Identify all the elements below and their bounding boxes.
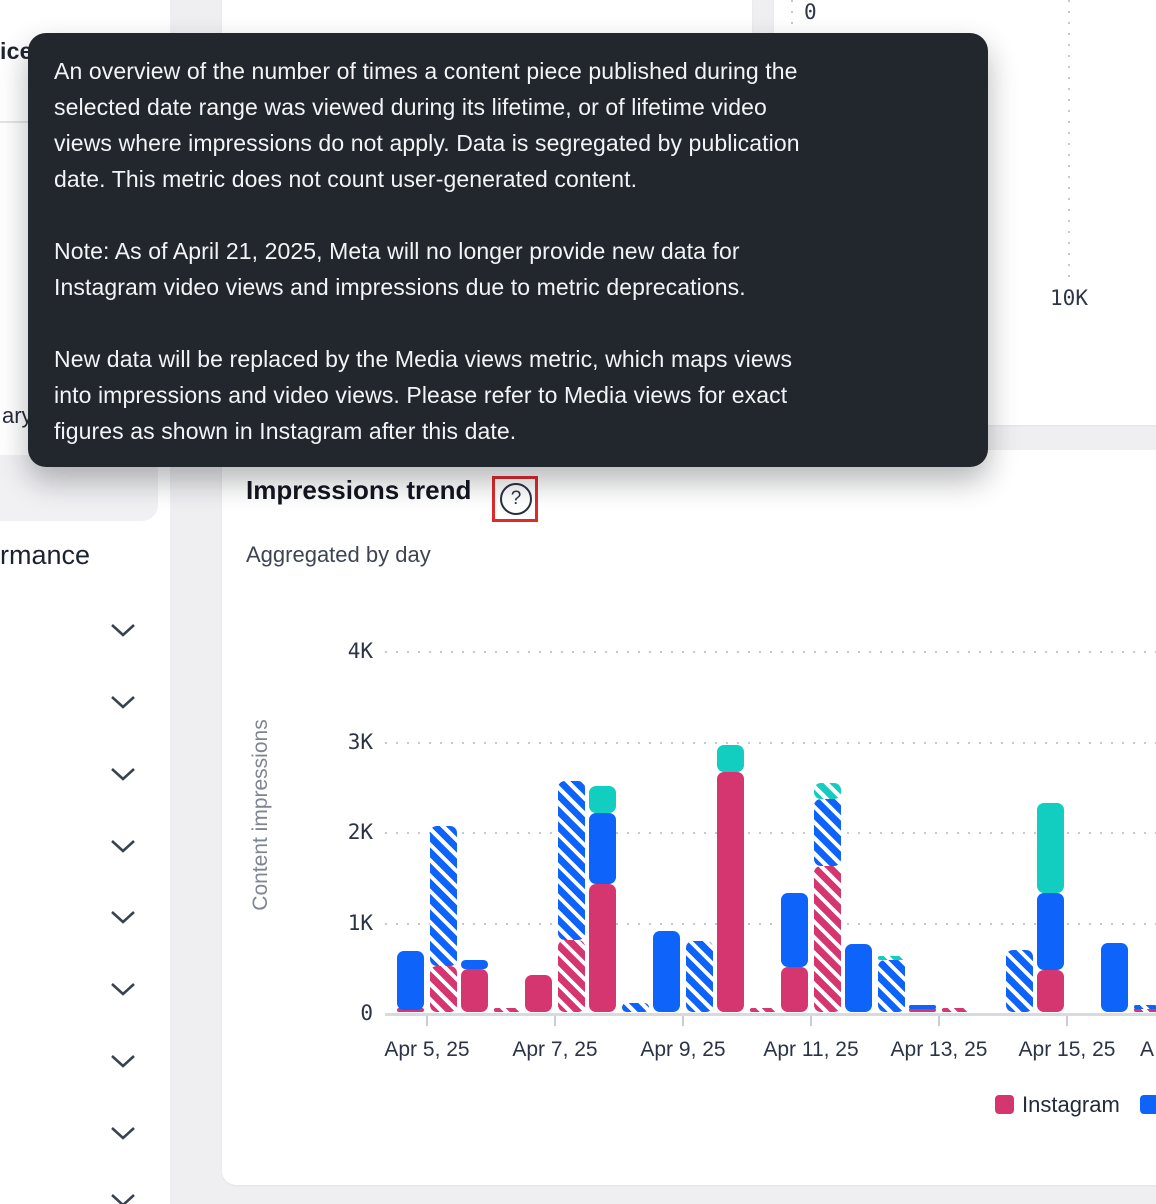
gridline bbox=[385, 651, 1156, 653]
metric-tooltip: An overview of the number of times a con… bbox=[28, 33, 988, 467]
bar-segment-teal-solid[interactable] bbox=[717, 745, 744, 773]
x-axis-tick bbox=[426, 1016, 428, 1026]
x-axis-line bbox=[385, 1013, 1156, 1016]
y-tick-label: 4K bbox=[347, 639, 373, 663]
upper-chart-gridline-zero bbox=[791, 0, 793, 34]
y-axis-title: Content impressions bbox=[249, 719, 272, 911]
y-tick-label: 2K bbox=[347, 820, 373, 844]
bar-segment-instagram-hatched[interactable] bbox=[1134, 1008, 1156, 1012]
help-icon-highlight: ? bbox=[492, 476, 538, 522]
chevron-down-icon[interactable] bbox=[109, 838, 137, 854]
chevron-down-icon[interactable] bbox=[109, 1192, 137, 1204]
bar-segment-blue-solid[interactable] bbox=[1037, 893, 1064, 971]
upper-chart-zero-label: 0 bbox=[804, 0, 817, 24]
help-icon[interactable]: ? bbox=[500, 483, 532, 515]
x-tick-label-partial: A bbox=[1140, 1038, 1155, 1061]
x-tick-label: Apr 7, 25 bbox=[512, 1038, 598, 1061]
x-axis-tick bbox=[682, 1016, 684, 1026]
upper-chart-gridline-10k bbox=[1068, 0, 1070, 278]
legend-swatch-instagram[interactable] bbox=[995, 1095, 1014, 1114]
bar-segment-instagram-solid[interactable] bbox=[717, 772, 744, 1012]
bar-segment-instagram-solid[interactable] bbox=[909, 1008, 936, 1012]
chevron-down-icon[interactable] bbox=[109, 1053, 137, 1069]
bar-segment-blue-solid[interactable] bbox=[781, 893, 808, 967]
gridline bbox=[385, 832, 1156, 834]
bar-segment-teal-hatched[interactable] bbox=[878, 955, 905, 960]
chevron-down-icon[interactable] bbox=[109, 981, 137, 997]
impressions-trend-card: Impressions trend ? Aggregated by day Co… bbox=[222, 450, 1156, 1185]
bar-segment-instagram-hatched[interactable] bbox=[814, 866, 841, 1012]
tooltip-paragraph: An overview of the number of times a con… bbox=[54, 58, 800, 192]
x-axis-tick bbox=[1066, 1016, 1068, 1026]
bar-segment-blue-hatched[interactable] bbox=[622, 1002, 649, 1012]
x-tick-label: Apr 9, 25 bbox=[640, 1038, 726, 1061]
bar-segment-blue-solid[interactable] bbox=[397, 951, 424, 1011]
y-tick-label: 0 bbox=[360, 1001, 373, 1025]
bar-segment-blue-hatched[interactable] bbox=[814, 799, 841, 867]
bar-segment-instagram-solid[interactable] bbox=[1037, 970, 1064, 1012]
y-tick-label: 1K bbox=[347, 910, 373, 935]
x-tick-label: Apr 5, 25 bbox=[384, 1038, 470, 1061]
x-axis-tick bbox=[810, 1016, 812, 1026]
bar-segment-teal-hatched[interactable] bbox=[814, 783, 841, 800]
bar-segment-instagram-hatched[interactable] bbox=[750, 1008, 777, 1012]
bar-segment-instagram-solid[interactable] bbox=[525, 974, 552, 1012]
bar-segment-instagram-solid[interactable] bbox=[589, 884, 616, 1012]
x-axis-tick bbox=[554, 1016, 556, 1026]
bar-segment-blue-hatched[interactable] bbox=[558, 781, 585, 940]
legend-label[interactable]: Instagram bbox=[1022, 1092, 1120, 1117]
chevron-down-icon[interactable] bbox=[109, 694, 137, 710]
tooltip-paragraph: New data will be replaced by the Media v… bbox=[54, 346, 793, 444]
bar-segment-blue-hatched[interactable] bbox=[686, 940, 713, 1012]
bar-segment-blue-solid[interactable] bbox=[589, 812, 616, 885]
impressions-bar-chart: 0 1K 2K 3K 4K Apr 5, 25 Apr 7, 25 Apr 9, 25 Apr … bbox=[348, 639, 1156, 1061]
legend-swatch-other[interactable] bbox=[1140, 1095, 1156, 1114]
upper-chart-10k-label: 10K bbox=[1050, 286, 1088, 310]
bar-segment-blue-solid[interactable] bbox=[461, 959, 488, 969]
x-tick-label: Apr 13, 25 bbox=[890, 1038, 988, 1061]
x-axis-tick bbox=[938, 1016, 940, 1026]
bar-segment-blue-hatched[interactable] bbox=[1134, 1005, 1156, 1010]
bar-segment-instagram-hatched[interactable] bbox=[942, 1008, 969, 1012]
bar-segment-teal-solid[interactable] bbox=[589, 785, 616, 813]
bar-segment-instagram-hatched[interactable] bbox=[494, 1008, 521, 1012]
tooltip-paragraph: Note: As of April 21, 2025, Meta will no… bbox=[54, 238, 746, 300]
bar-segment-instagram-solid[interactable] bbox=[461, 968, 488, 1012]
gridline bbox=[385, 741, 1156, 744]
card-subtitle: Aggregated by day bbox=[246, 542, 431, 567]
x-tick-label: Apr 15, 25 bbox=[1018, 1038, 1116, 1061]
bar-segment-instagram-hatched[interactable] bbox=[430, 965, 457, 1012]
bar-segment-blue-solid[interactable] bbox=[909, 1005, 936, 1010]
sidebar-item-fragment[interactable]: ary bbox=[2, 403, 33, 428]
bar-segment-instagram-solid[interactable] bbox=[781, 966, 808, 1012]
sidebar-heading-fragment: ice bbox=[0, 38, 33, 64]
chevron-down-icon[interactable] bbox=[109, 1125, 137, 1141]
chevron-down-icon[interactable] bbox=[109, 622, 137, 638]
x-tick-label: Apr 11, 25 bbox=[763, 1038, 859, 1061]
bar-segment-blue-hatched[interactable] bbox=[878, 959, 905, 1012]
bar-segment-teal-solid[interactable] bbox=[1037, 802, 1064, 894]
bar-segment-instagram-hatched[interactable] bbox=[558, 939, 585, 1012]
chevron-down-icon[interactable] bbox=[109, 909, 137, 925]
bar-segment-blue-solid[interactable] bbox=[845, 944, 872, 1012]
bar-segment-blue-solid[interactable] bbox=[1101, 943, 1128, 1012]
sidebar-section-performance-fragment[interactable]: rmance bbox=[0, 540, 91, 570]
bar-segment-blue-hatched[interactable] bbox=[430, 825, 457, 966]
bar-segment-blue-hatched[interactable] bbox=[1006, 950, 1033, 1012]
chevron-down-icon[interactable] bbox=[109, 766, 137, 782]
y-tick-label: 3K bbox=[347, 729, 373, 754]
gridline bbox=[385, 922, 1156, 925]
bar-segment-blue-solid[interactable] bbox=[653, 931, 680, 1012]
card-title: Impressions trend bbox=[246, 475, 472, 505]
